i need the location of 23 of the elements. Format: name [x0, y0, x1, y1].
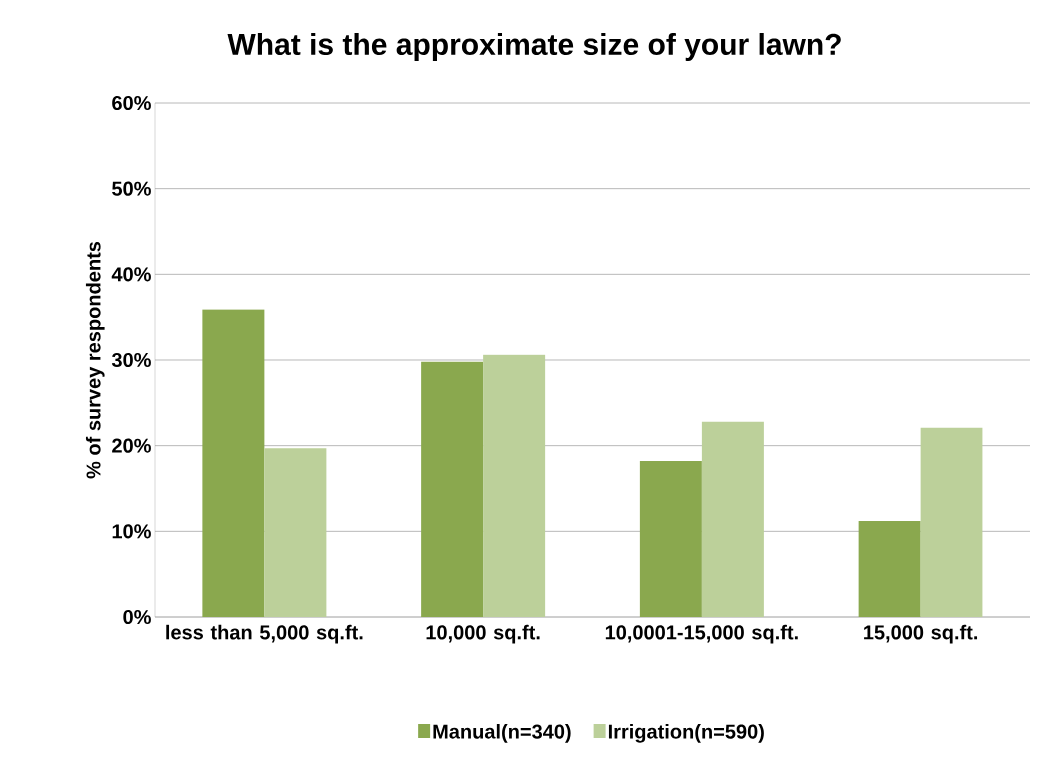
- legend-label: Manual(n=340): [433, 724, 571, 743]
- x-tick-label: 10,0001-15,000 sq.ft.: [605, 624, 798, 644]
- x-tick-label: 15,000 sq.ft.: [864, 624, 978, 644]
- y-tick-label: 10%: [112, 524, 151, 539]
- y-tick-label: 60%: [112, 95, 151, 111]
- y-tick-label: 30%: [111, 352, 151, 368]
- y-tick-label: 40%: [111, 267, 151, 282]
- y-tick-label: 20%: [112, 438, 151, 453]
- x-tick-label: 10,000 sq.ft.: [426, 624, 540, 644]
- bar: [701, 421, 764, 617]
- bar: [421, 361, 484, 617]
- bar: [202, 309, 265, 617]
- bar: [920, 427, 983, 617]
- bar: [639, 461, 702, 617]
- legend-label: Irrigation(n=590): [608, 724, 764, 743]
- y-tick-label: 0%: [123, 609, 151, 625]
- bar: [483, 354, 546, 617]
- chart-title: What is the approximate size of your lawn?: [227, 33, 841, 61]
- bar: [858, 521, 921, 617]
- y-axis-title: % of survey respondents: [85, 241, 105, 479]
- bar: [264, 448, 327, 617]
- x-tick-label: less than 5,000 sq.ft.: [166, 624, 363, 644]
- y-tick-label: 50%: [112, 181, 151, 196]
